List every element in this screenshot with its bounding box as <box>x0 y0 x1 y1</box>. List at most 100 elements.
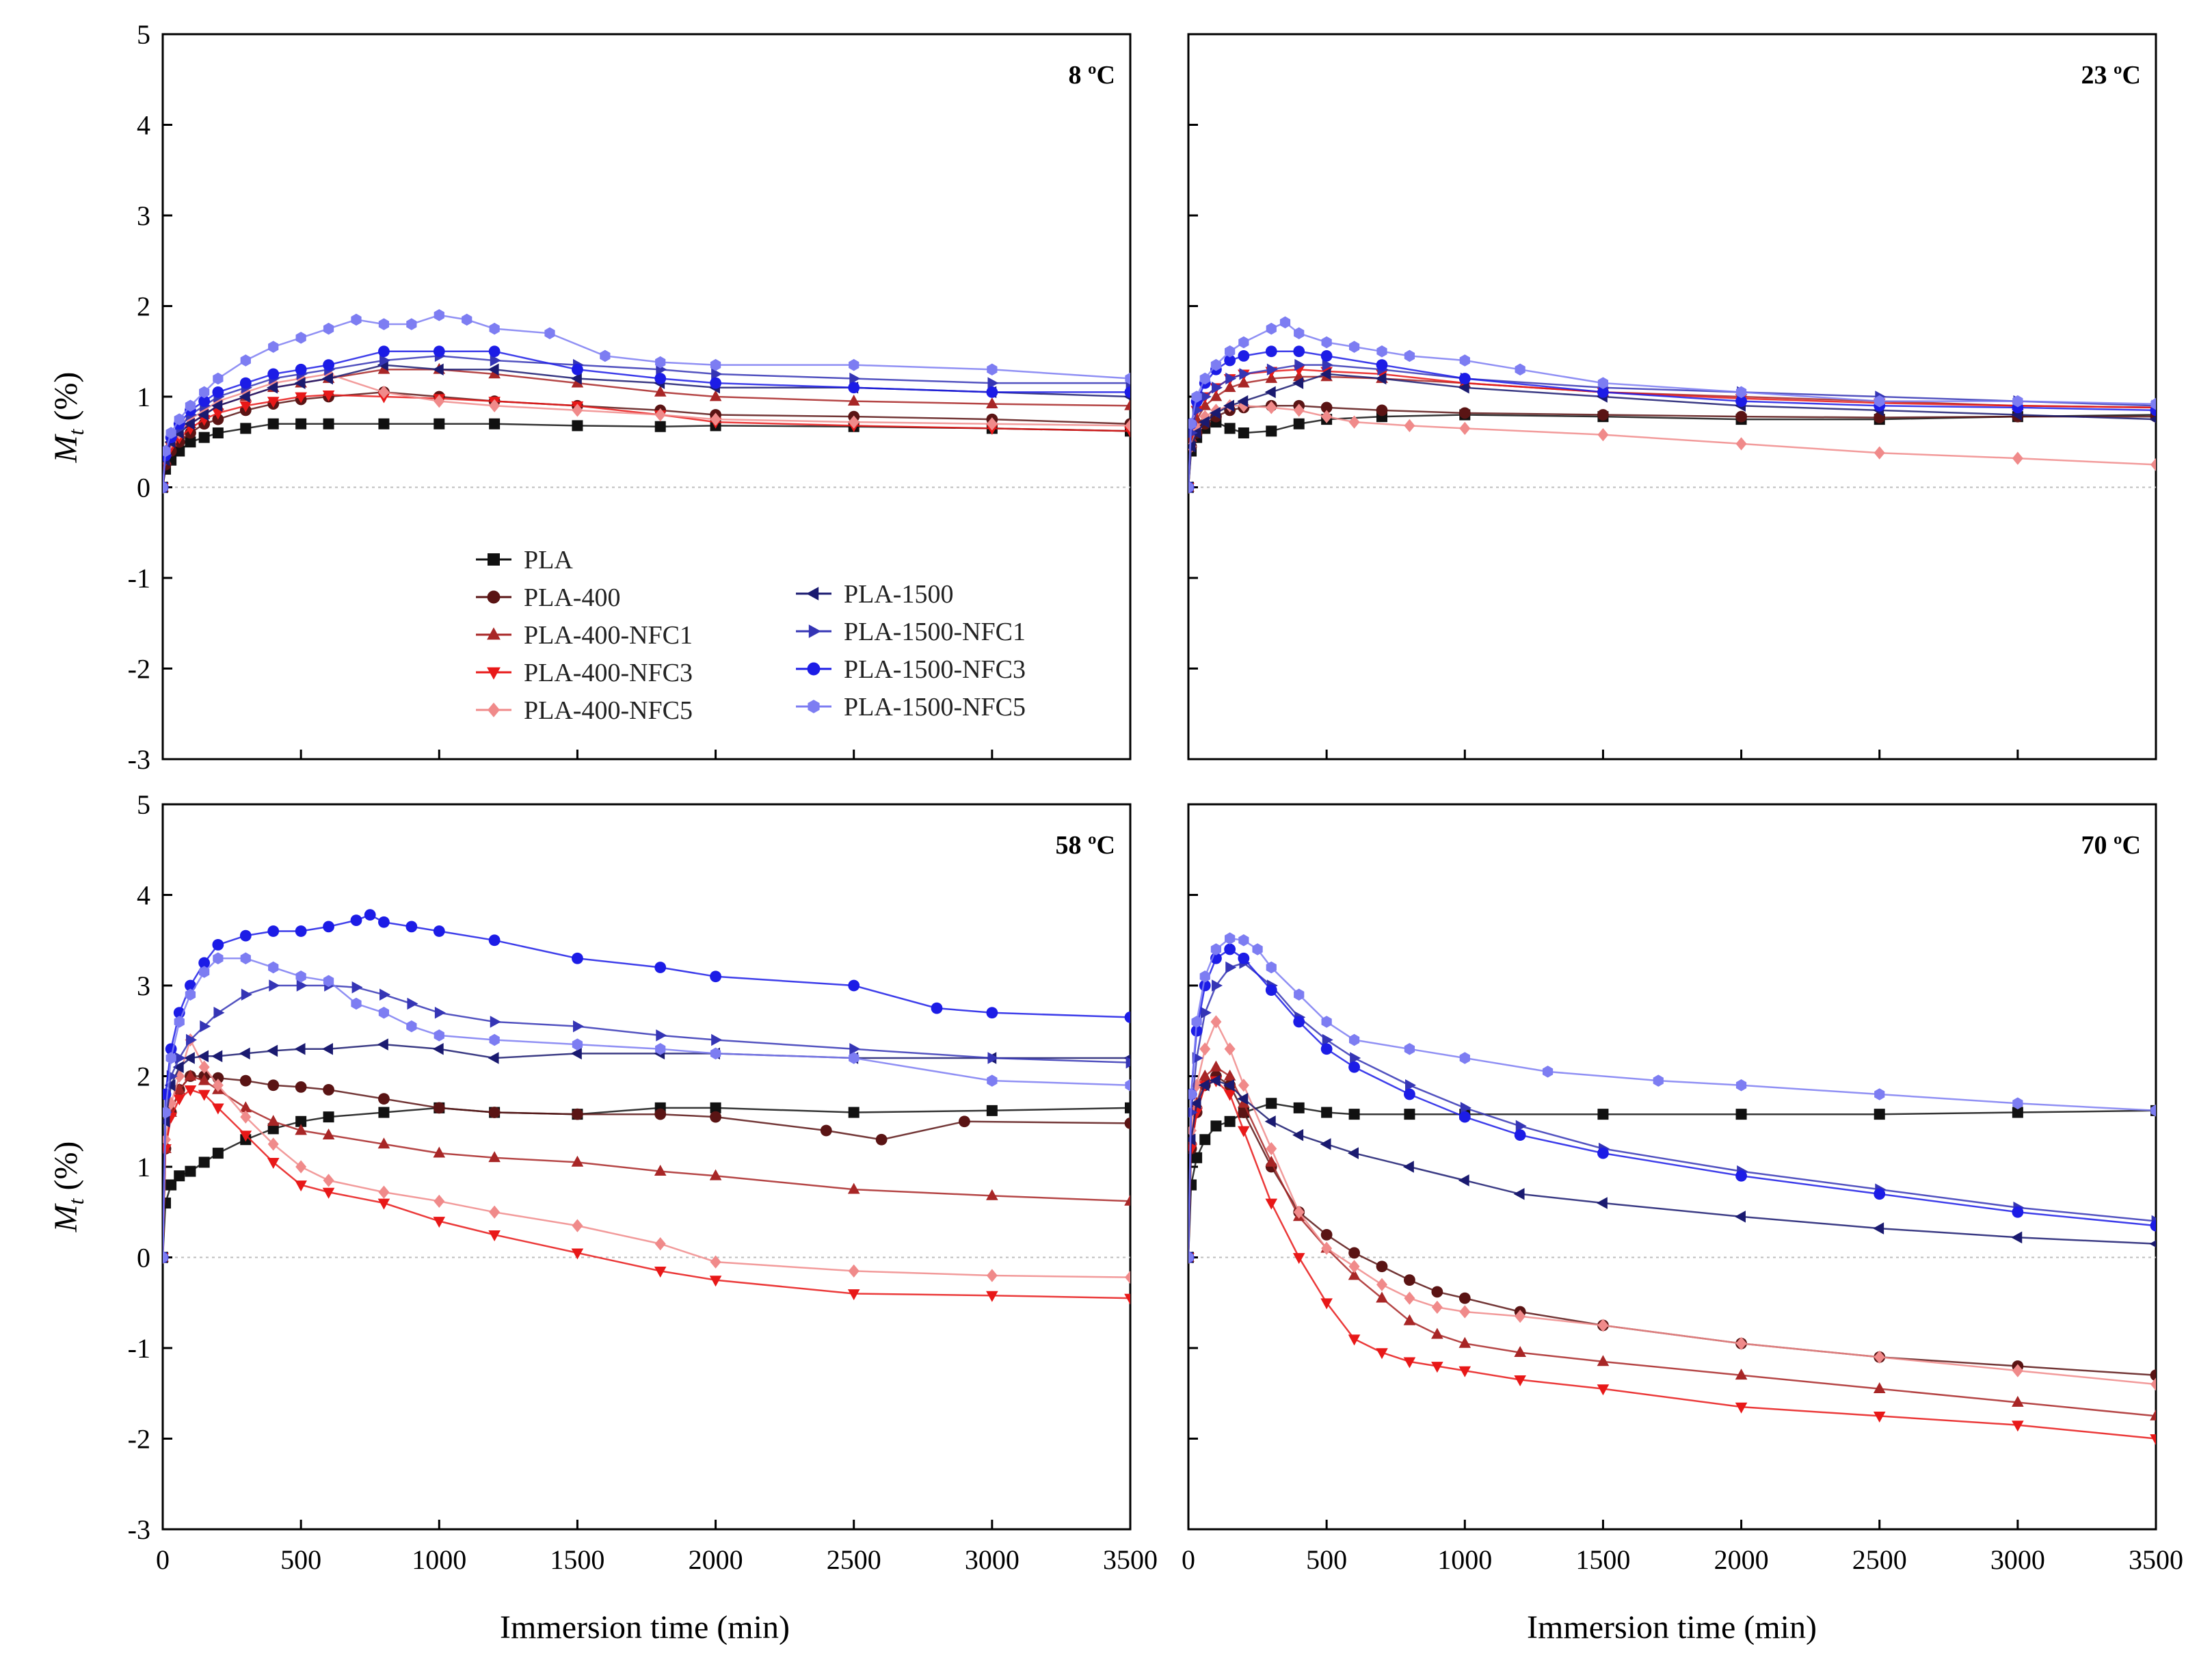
data-point-pla-400 <box>1376 1260 1388 1273</box>
x-tick-label: 1500 <box>1575 1544 1630 1575</box>
data-point-pla-1500-nfc5 <box>351 313 362 326</box>
y-tick-label: -3 <box>128 1514 150 1545</box>
data-point-pla-400-nfc1 <box>322 1128 335 1140</box>
data-point-pla-1500-nfc3 <box>1458 1111 1471 1123</box>
data-point-pla-1500-nfc1 <box>849 372 861 385</box>
data-point-pla-400-nfc5 <box>1459 1305 1471 1319</box>
data-point-pla-400 <box>2150 1369 2156 1382</box>
data-point-pla-1500-nfc1 <box>987 377 999 389</box>
data-point-pla-400-nfc3 <box>1431 1362 1443 1373</box>
data-point-pla-400-nfc1 <box>1597 1355 1610 1366</box>
legend-item-pla-400-nfc5: PLA-400-NFC5 <box>476 696 693 725</box>
data-point-pla-400 <box>433 1102 445 1114</box>
data-point-pla-1500-nfc5 <box>163 481 168 494</box>
data-point-pla <box>378 1107 390 1118</box>
data-point-pla-400-nfc1 <box>1238 376 1250 388</box>
data-point-pla <box>1224 1115 1236 1127</box>
data-point-pla <box>185 1165 196 1177</box>
data-point-pla-400-nfc5 <box>1266 401 1277 414</box>
data-point-pla-400-nfc1 <box>1199 1069 1212 1081</box>
data-point-pla <box>1238 427 1249 438</box>
x-tick-label: 2500 <box>1852 1544 1907 1575</box>
data-point-pla-400-nfc5 <box>489 399 501 412</box>
data-point-pla-400-nfc1 <box>1403 1314 1416 1325</box>
panel-1: -3 -2 -1 0 1 2 3 4 5 8 ºC <box>128 19 1132 775</box>
data-point-pla-400 <box>488 1107 501 1118</box>
data-point-pla-1500 <box>239 391 250 403</box>
data-point-pla-1500-nfc5 <box>2150 397 2156 410</box>
data-point-pla-1500 <box>1734 1211 1746 1223</box>
y-title-sub: t <box>64 428 88 435</box>
data-point-pla-1500-nfc3 <box>572 363 583 375</box>
panel-temperature-label: 8 ºC <box>1069 61 1116 90</box>
data-point-pla <box>295 418 307 430</box>
data-point-pla-1500-nfc5 <box>163 1106 171 1119</box>
data-point-pla-1500-nfc1 <box>490 354 501 367</box>
data-point-pla-400-nfc1 <box>2012 1395 2024 1407</box>
data-point-pla-400-nfc5 <box>267 1137 279 1151</box>
data-point-pla-1500-nfc1 <box>1212 979 1223 992</box>
data-point-pla <box>986 1105 998 1116</box>
data-point-pla-1500-nfc5 <box>1459 1052 1470 1064</box>
data-point-pla-400-nfc1 <box>1735 1369 1748 1380</box>
data-point-pla-1500-nfc3 <box>212 938 224 951</box>
legend-item-pla-1500-nfc5: PLA-1500-NFC5 <box>796 693 1026 722</box>
data-point-pla-400-nfc3 <box>239 401 252 412</box>
data-point-pla-1500-nfc5 <box>295 332 306 344</box>
data-point-pla-1500-nfc3 <box>2012 1206 2024 1218</box>
x-tick-label: 0 <box>1182 1544 1195 1575</box>
data-point-pla-400-nfc1 <box>1210 390 1223 401</box>
data-point-pla-400 <box>820 1124 832 1137</box>
data-point-pla-1500-nfc5 <box>849 1052 860 1064</box>
data-point-pla-400-nfc5 <box>1293 404 1305 417</box>
data-point-pla-1500-nfc1 <box>1212 381 1223 394</box>
x-tick-label: 3000 <box>965 1544 1020 1575</box>
data-point-pla-1500-nfc1 <box>1225 372 1237 385</box>
data-point-pla-1500 <box>211 399 223 412</box>
data-point-pla-1500-nfc1 <box>434 1006 446 1019</box>
data-point-pla <box>572 420 583 432</box>
legend-item-pla-400-nfc1: PLA-400-NFC1 <box>476 621 693 650</box>
data-point-pla-400 <box>1124 1118 1130 1129</box>
data-point-pla-400-nfc5 <box>378 1185 390 1199</box>
data-point-pla <box>654 421 666 432</box>
series-group <box>163 308 1130 494</box>
y-tick-label: 4 <box>137 880 150 911</box>
data-point-pla <box>1348 1109 1360 1120</box>
data-point-pla-1500-nfc5 <box>1125 1079 1130 1092</box>
data-point-pla-1500-nfc5 <box>1266 961 1277 974</box>
data-point-pla-400 <box>1404 1274 1415 1286</box>
data-point-pla-400-nfc1 <box>709 390 722 401</box>
data-point-pla-400-nfc5 <box>572 404 583 417</box>
legend-label: PLA <box>524 546 573 575</box>
legend-marker <box>808 624 821 638</box>
data-point-pla-400-nfc3 <box>212 1103 224 1115</box>
legend-marker <box>487 667 501 680</box>
data-point-pla-1500-nfc1 <box>1322 1033 1333 1046</box>
data-point-pla-400-nfc1 <box>986 397 998 408</box>
data-point-pla-400 <box>239 1074 252 1087</box>
data-point-pla-400-nfc3 <box>847 1289 860 1301</box>
data-point-pla <box>848 1107 860 1118</box>
panel-temperature-label: 23 ºC <box>2081 61 2142 90</box>
data-point-pla-400-nfc1 <box>267 1115 280 1126</box>
legend-label: PLA-400 <box>524 583 620 612</box>
data-point-pla-400-nfc5 <box>2012 1364 2023 1377</box>
data-point-pla-1500 <box>267 381 278 394</box>
data-point-pla-1500 <box>1198 1079 1210 1092</box>
data-point-pla-1500-nfc5 <box>1191 391 1202 403</box>
data-point-pla-1500-nfc5 <box>489 322 500 335</box>
panel-temperature-label: 70 ºC <box>2081 831 2142 860</box>
data-point-pla <box>710 1102 721 1113</box>
data-point-pla-1500-nfc3 <box>267 925 280 937</box>
x-tick-label: 500 <box>1306 1544 1347 1575</box>
data-point-pla-1500-nfc3 <box>572 952 583 964</box>
y-tick-label: 5 <box>137 789 150 820</box>
data-point-pla-1500-nfc3 <box>654 373 667 384</box>
data-point-pla-1500 <box>1237 1092 1249 1105</box>
legend-marker <box>487 590 501 604</box>
data-point-pla-400-nfc5 <box>489 1205 501 1219</box>
data-point-pla-400-nfc3 <box>1597 1384 1610 1396</box>
data-point-pla-1500-nfc3 <box>364 909 376 921</box>
data-point-pla-1500-nfc5 <box>1188 481 1194 494</box>
